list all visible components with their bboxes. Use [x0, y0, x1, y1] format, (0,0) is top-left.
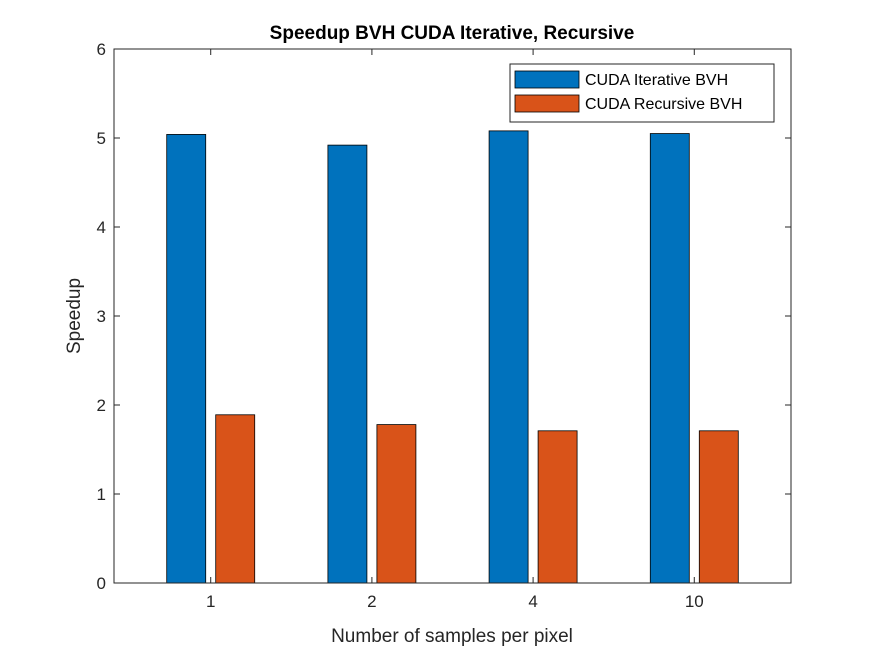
- bar-series-1-cat-3: [698, 430, 739, 584]
- x-tick-label: 4: [528, 592, 537, 611]
- ticks-group: 0 1 2 3 4 5 6 1 2 4 10: [97, 40, 791, 611]
- legend-label-1: CUDA Recursive BVH: [585, 96, 742, 113]
- bar-series-0-cat-1: [327, 144, 368, 584]
- bar-series-0-cat-3: [649, 133, 690, 584]
- y-axis-label: Speedup: [64, 278, 85, 354]
- legend: CUDA Iterative BVH CUDA Recursive BVH: [509, 63, 775, 123]
- y-tick-label: 4: [97, 218, 106, 237]
- bar-series-1-cat-0: [215, 414, 256, 584]
- y-tick-label: 6: [97, 40, 106, 59]
- y-tick-label: 0: [97, 574, 106, 593]
- x-tick-label: 2: [367, 592, 376, 611]
- legend-label-0: CUDA Iterative BVH: [585, 72, 728, 89]
- y-tick-label: 1: [97, 485, 106, 504]
- bars-group: [166, 130, 739, 584]
- plot-frame: [113, 48, 792, 584]
- y-tick-label: 5: [97, 129, 106, 148]
- bar-series-0-cat-2: [488, 130, 529, 584]
- bar-series-1-cat-2: [537, 430, 578, 584]
- y-tick-label: 2: [97, 396, 106, 415]
- y-tick-label: 3: [97, 307, 106, 326]
- bar-series-1-cat-1: [376, 424, 417, 584]
- legend-swatch-1: [514, 94, 580, 113]
- legend-swatch-0: [514, 70, 580, 89]
- x-tick-label: 10: [685, 592, 704, 611]
- x-axis-label: Number of samples per pixel: [331, 626, 573, 647]
- bar-series-0-cat-0: [166, 134, 207, 584]
- chart-title: Speedup BVH CUDA Iterative, Recursive: [270, 23, 635, 44]
- x-tick-label: 1: [206, 592, 215, 611]
